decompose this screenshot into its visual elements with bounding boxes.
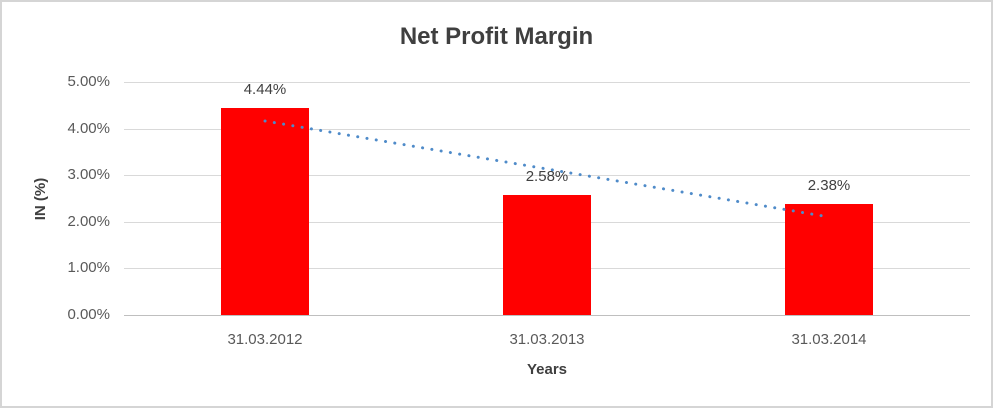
y-tick-label: 2.00% <box>67 212 110 230</box>
bar-data-label: 2.38% <box>807 177 851 195</box>
x-axis-title: Years <box>526 361 568 378</box>
bar-31.03.2014 <box>785 204 873 315</box>
bar-31.03.2013 <box>503 194 591 315</box>
bar-data-label: 4.44% <box>243 81 287 99</box>
x-tick-label: 31.03.2013 <box>509 331 585 348</box>
gridline <box>124 82 970 83</box>
x-tick-label: 31.03.2014 <box>791 331 867 348</box>
y-tick-label: 0.00% <box>67 306 110 323</box>
x-tick-label: 31.03.2012 <box>227 331 303 348</box>
chart-title: Net Profit Margin <box>399 23 594 50</box>
bar-data-label: 2.58% <box>525 167 569 185</box>
y-tick-label: 4.00% <box>67 119 110 137</box>
y-tick-label: 5.00% <box>67 73 110 90</box>
bar-31.03.2012 <box>221 108 309 315</box>
y-tick-label: 1.00% <box>67 259 110 277</box>
y-tick-label: 3.00% <box>67 166 110 184</box>
x-axis-line <box>124 315 970 316</box>
